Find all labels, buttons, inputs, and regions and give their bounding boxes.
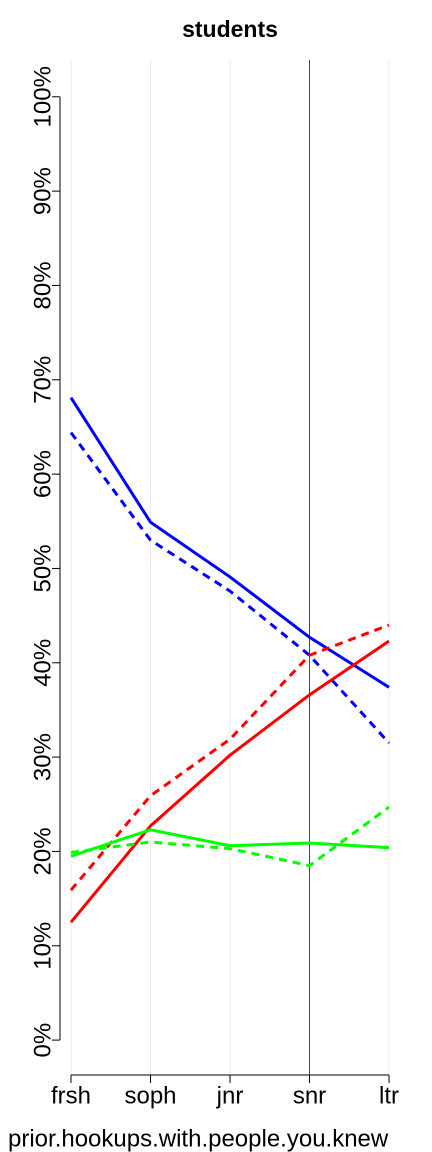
series-line <box>69 639 390 924</box>
series-line <box>70 828 390 858</box>
y-tick-label: 40% <box>29 639 56 687</box>
x-tick-label: ltr <box>379 1082 399 1109</box>
x-tick-label: frsh <box>51 1082 91 1109</box>
y-tick-label: 100% <box>29 66 56 127</box>
y-tick-label: 90% <box>29 167 56 215</box>
y-tick-label: 70% <box>29 356 56 404</box>
series-line <box>69 396 390 689</box>
series-line <box>69 431 391 744</box>
y-tick-label: 80% <box>29 261 56 309</box>
y-tick-label: 60% <box>29 450 56 498</box>
y-tick-label: 0% <box>29 1023 56 1058</box>
x-tick-label: snr <box>293 1082 326 1109</box>
chart-title: students <box>182 16 278 42</box>
series-line <box>69 623 390 892</box>
y-tick-label: 20% <box>29 827 56 875</box>
y-tick-label: 10% <box>29 922 56 970</box>
series-line <box>70 805 390 868</box>
y-tick-label: 30% <box>29 733 56 781</box>
y-tick-label: 50% <box>29 544 56 592</box>
x-tick-label: jnr <box>216 1082 244 1109</box>
x-axis-label: prior.hookups.with.people.you.knew <box>8 1125 389 1152</box>
x-tick-label: soph <box>124 1082 176 1109</box>
